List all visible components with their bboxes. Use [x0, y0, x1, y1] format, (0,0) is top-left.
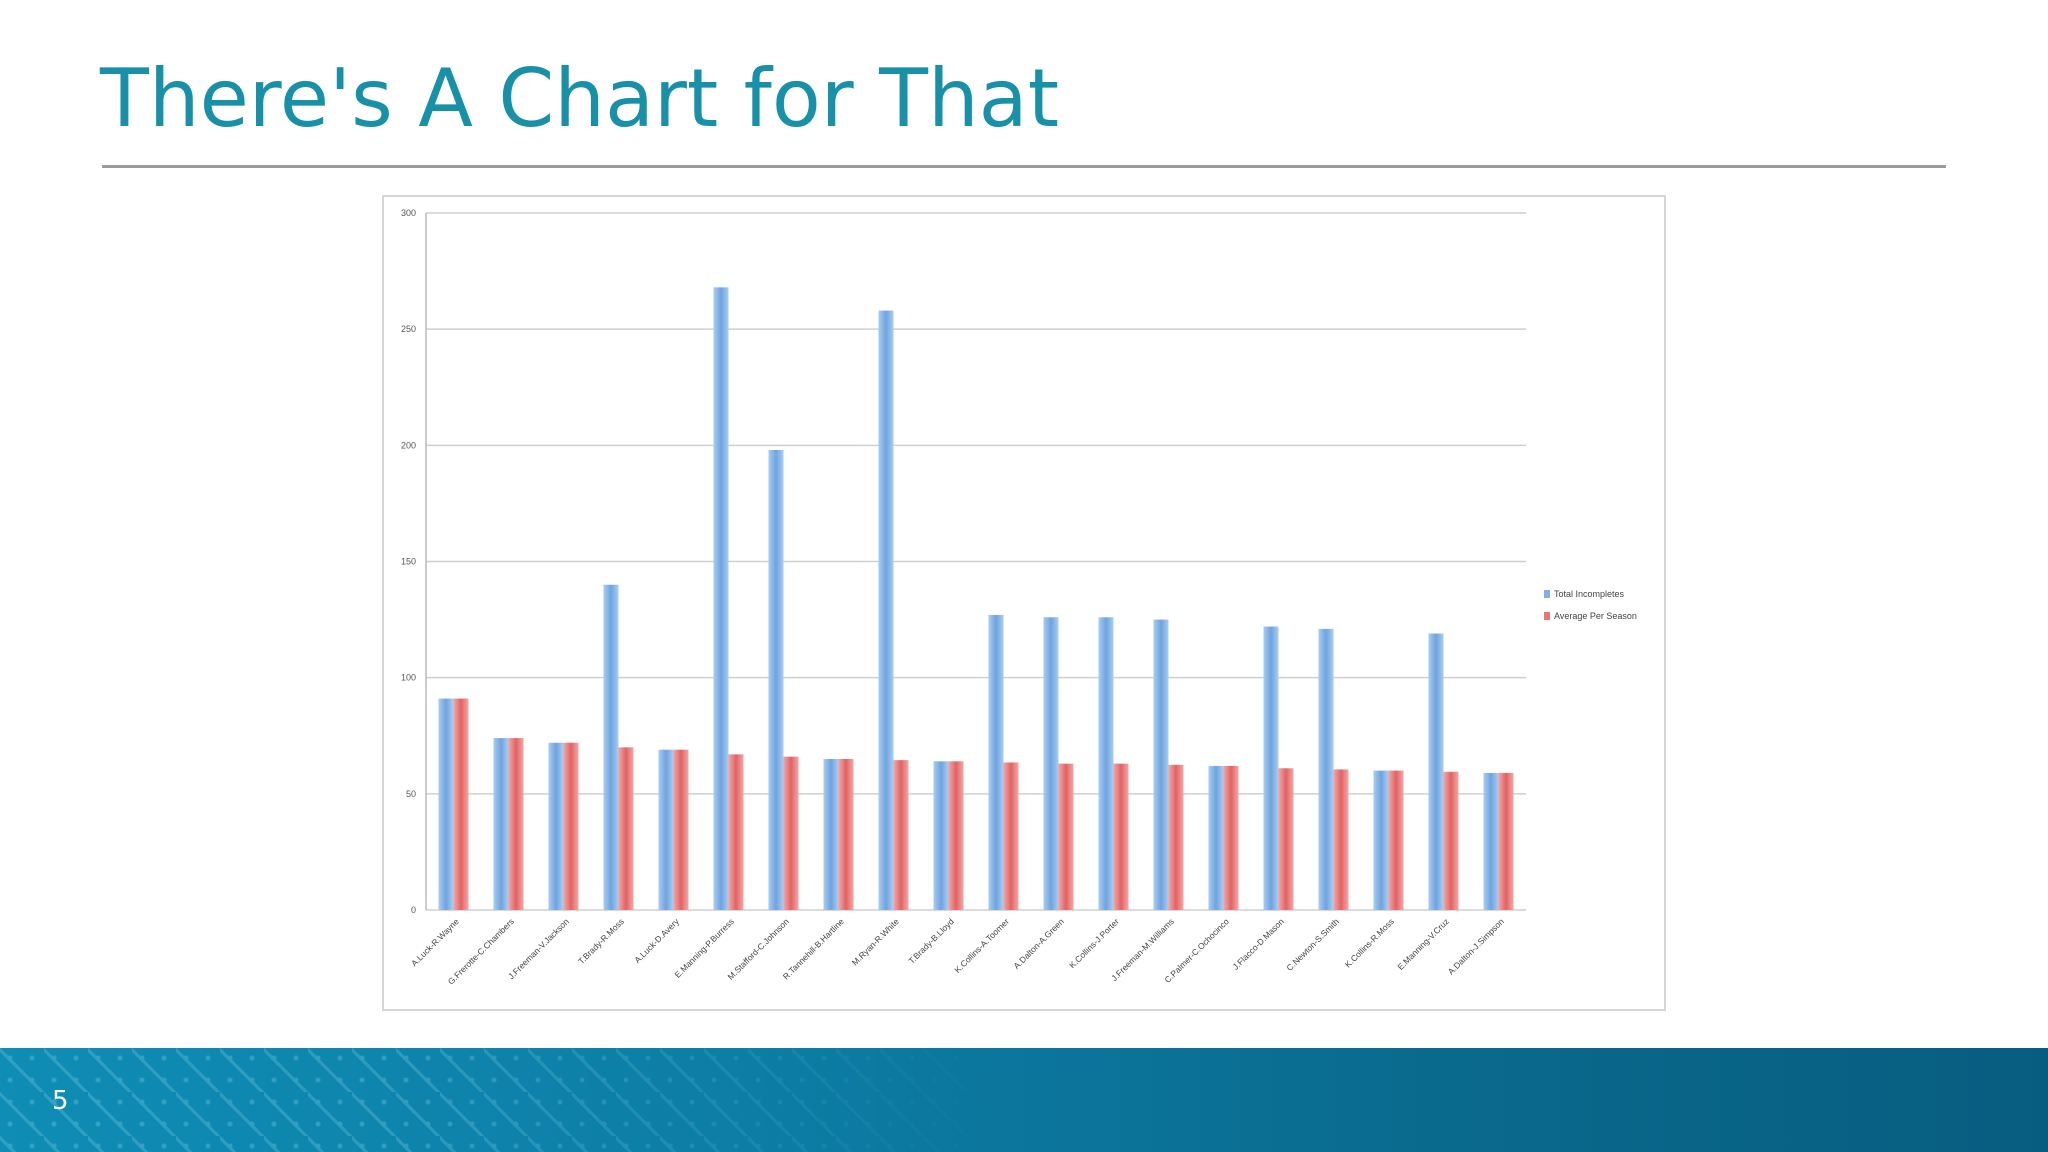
bar-total-7 [823, 758, 839, 910]
y-tick-label: 100 [401, 673, 416, 683]
bar-average-0 [453, 698, 469, 910]
bar-total-11 [1043, 617, 1059, 910]
footer-pattern [0, 1048, 1000, 1152]
x-tick-label: A.Luck-D.Avery [632, 916, 681, 965]
legend-label: Average Per Season [1554, 611, 1637, 621]
x-tick-label: C.Newton-S.Smith [1284, 916, 1341, 973]
bar-total-14 [1208, 765, 1224, 910]
slide-title: There's A Chart for That [100, 52, 1060, 145]
bar-total-10 [988, 614, 1004, 910]
x-tick-label: R.Tannehill-B.Hartline [781, 916, 846, 981]
bar-average-9 [948, 761, 964, 910]
bar-average-6 [783, 756, 799, 910]
bar-total-8 [878, 310, 894, 910]
bar-average-3 [618, 747, 634, 910]
bar-total-3 [603, 584, 619, 910]
x-tick-label: M.Ryan-R.White [850, 916, 901, 967]
bar-total-9 [933, 761, 949, 910]
y-tick-label: 0 [411, 905, 416, 915]
bar-average-4 [673, 749, 689, 910]
x-tick-label: K.Collins-A.Toomer [952, 916, 1011, 975]
y-tick-label: 200 [401, 440, 416, 450]
legend-label: Total Incompletes [1554, 589, 1625, 599]
bar-average-11 [1058, 763, 1074, 910]
bar-total-2 [548, 742, 564, 910]
bar-total-6 [768, 449, 784, 910]
bar-total-15 [1263, 626, 1279, 910]
x-tick-label: K.Collins-R.Moss [1343, 916, 1396, 969]
x-axis: A.Luck-R.WayneG.Frerotte-C.ChambersJ.Fre… [409, 916, 1506, 987]
bar-average-8 [893, 760, 909, 910]
x-tick-label: J.Freeman-V.Jackson [506, 916, 571, 981]
bar-total-19 [1483, 772, 1499, 910]
legend-swatch-1 [1544, 612, 1550, 620]
bar-average-14 [1223, 765, 1239, 910]
bar-average-16 [1333, 769, 1349, 910]
x-tick-label: T.Brady-R.Moss [576, 916, 626, 966]
bar-average-17 [1388, 770, 1404, 910]
bar-average-5 [728, 754, 744, 910]
bar-chart: 0 50 100 150 200 250 300 A.Luck-R.WayneG.Frero… [401, 208, 1637, 987]
bar-average-13 [1168, 764, 1184, 910]
bar-total-4 [658, 749, 674, 910]
bar-total-16 [1318, 628, 1334, 910]
bars [438, 287, 1514, 910]
bar-average-1 [508, 738, 524, 910]
bar-average-10 [1003, 762, 1019, 910]
bar-average-2 [563, 742, 579, 910]
x-tick-label: E.Manning-V.Cruz [1395, 916, 1451, 972]
legend: Total Incompletes Average Per Season [1544, 589, 1637, 621]
bar-total-1 [493, 738, 509, 910]
x-tick-label: J.Flacco-D.Mason [1230, 916, 1286, 972]
x-tick-label: T.Brady-B.Lloyd [906, 916, 956, 966]
bar-total-13 [1153, 619, 1169, 910]
chart-frame: 0 50 100 150 200 250 300 A.Luck-R.Wayne G.Frero… [382, 195, 1666, 1011]
bar-average-12 [1113, 763, 1129, 910]
y-tick-label: 50 [406, 789, 416, 799]
gridlines [426, 212, 1526, 911]
y-axis: 0 50 100 150 200 250 300 [401, 208, 427, 915]
bar-average-19 [1498, 772, 1514, 910]
page-number: 5 [52, 1086, 69, 1116]
bar-total-12 [1098, 617, 1114, 910]
x-tick-label: A.Dalton-A.Green [1011, 916, 1066, 971]
x-tick-label: A.Dalton-J.Simpson [1446, 916, 1506, 976]
x-tick-label: E.Manning-P.Burress [672, 916, 735, 979]
bar-total-18 [1428, 633, 1444, 910]
bar-total-5 [713, 287, 729, 910]
x-tick-label: A.Luck-R.Wayne [409, 916, 461, 968]
bar-total-17 [1373, 770, 1389, 910]
y-tick-label: 150 [401, 557, 416, 567]
y-tick-label: 250 [401, 324, 416, 334]
bar-average-18 [1443, 771, 1459, 910]
bar-average-7 [838, 758, 854, 910]
y-tick-label: 300 [401, 208, 416, 218]
footer-band [0, 1048, 2048, 1152]
x-tick-label: M.Stafford-C.Johnson [725, 916, 791, 982]
bar-total-0 [438, 698, 454, 910]
bar-average-15 [1278, 768, 1294, 910]
title-divider [102, 165, 1946, 168]
legend-swatch-0 [1544, 590, 1550, 598]
x-tick-label: K.Collins-J.Porter [1067, 916, 1121, 970]
